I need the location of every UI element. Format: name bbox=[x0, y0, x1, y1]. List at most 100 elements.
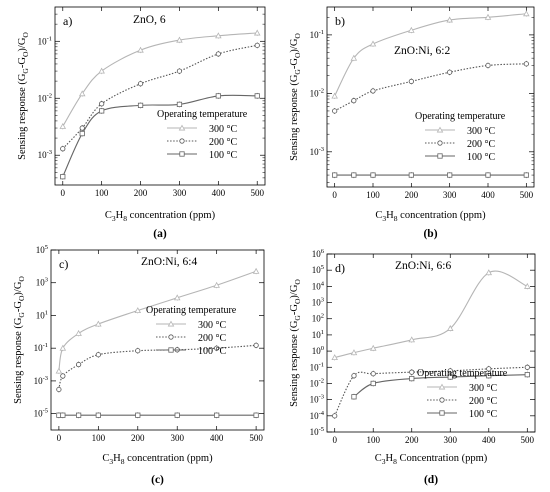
x-tick-label: 200 bbox=[405, 190, 419, 200]
legend-title: Operating temperature bbox=[146, 305, 237, 316]
data-point bbox=[409, 375, 415, 382]
data-point bbox=[369, 40, 377, 47]
panel-label: c) bbox=[59, 257, 68, 271]
data-point bbox=[408, 78, 414, 85]
plot-frame bbox=[326, 6, 535, 188]
series-200 °C bbox=[332, 60, 529, 114]
x-tick-label: 0 bbox=[57, 433, 62, 443]
y-tick-label: 104 bbox=[312, 280, 325, 291]
data-point bbox=[408, 172, 414, 178]
x-tick-label: 0 bbox=[332, 435, 337, 445]
sample-label: ZnO:Ni, 6:2 bbox=[394, 45, 450, 57]
data-point bbox=[59, 344, 67, 351]
data-point bbox=[76, 361, 82, 368]
data-point bbox=[523, 10, 530, 17]
data-point bbox=[486, 366, 492, 372]
x-tick-label: 200 bbox=[405, 435, 419, 445]
y-tick-label: 105 bbox=[312, 264, 324, 275]
y-tick-label: 10-1 bbox=[310, 29, 324, 40]
y-axis-label: Sensing response (GG-GO)/GO bbox=[289, 279, 302, 407]
y-tick-label: 10-2 bbox=[38, 92, 52, 103]
panel-caption: (c) bbox=[151, 474, 164, 486]
y-tick-label: 103 bbox=[36, 277, 48, 288]
legend-label: 300 °C bbox=[469, 383, 497, 394]
x-tick-label: 100 bbox=[366, 190, 380, 200]
data-point bbox=[332, 172, 338, 178]
data-point bbox=[135, 348, 141, 354]
x-tick-label: 100 bbox=[95, 188, 109, 198]
data-point bbox=[214, 345, 220, 351]
data-point bbox=[99, 108, 105, 114]
series-line bbox=[62, 94, 258, 177]
data-point bbox=[523, 61, 529, 67]
y-tick-label: 103 bbox=[312, 297, 324, 308]
data-point bbox=[55, 367, 63, 374]
data-point bbox=[76, 412, 82, 418]
data-point bbox=[370, 380, 376, 387]
series-100 °C bbox=[60, 92, 260, 180]
series-100 °C bbox=[56, 412, 259, 419]
legend-marker bbox=[436, 126, 444, 133]
y-tick-label: 10-3 bbox=[38, 149, 52, 160]
legend-marker bbox=[438, 383, 446, 390]
legend-marker bbox=[439, 397, 445, 403]
data-point bbox=[254, 93, 260, 99]
data-point bbox=[59, 123, 67, 129]
data-point bbox=[95, 412, 101, 418]
series-line bbox=[334, 63, 527, 112]
panel-label: d) bbox=[335, 261, 345, 275]
data-point bbox=[524, 282, 531, 289]
y-tick-label: 102 bbox=[312, 313, 324, 324]
y-tick-label: 10-5 bbox=[310, 426, 324, 437]
legend-label: 100 °C bbox=[467, 152, 495, 163]
data-point bbox=[252, 267, 260, 274]
data-point bbox=[331, 354, 338, 361]
data-point bbox=[351, 98, 357, 104]
x-tick-label: 500 bbox=[249, 433, 263, 443]
legend-marker bbox=[437, 140, 443, 146]
data-point bbox=[351, 172, 357, 178]
panel-2: 0 100 200 300 400 500 10-5 10-3 10-1 101 103 105 c) Z… bbox=[13, 244, 265, 486]
x-tick-label: 400 bbox=[210, 433, 224, 443]
y-tick-label: 100 bbox=[312, 345, 324, 356]
data-point bbox=[135, 412, 141, 418]
x-axis-label: C3H8 concentration (ppm) bbox=[105, 210, 216, 223]
series-300 °C bbox=[331, 269, 531, 361]
plot-frame bbox=[50, 249, 265, 431]
data-point bbox=[485, 269, 493, 276]
legend-title: Operating temperature bbox=[417, 368, 508, 379]
legend-label: 300 °C bbox=[467, 126, 495, 137]
y-tick-label: 101 bbox=[312, 329, 324, 340]
data-point bbox=[254, 42, 260, 48]
data-point bbox=[369, 344, 377, 351]
data-point bbox=[78, 90, 86, 97]
data-point bbox=[253, 412, 259, 418]
y-tick-label: 105 bbox=[36, 244, 48, 255]
x-tick-label: 0 bbox=[61, 188, 66, 198]
data-point bbox=[409, 369, 415, 375]
legend-marker bbox=[178, 124, 186, 131]
data-point bbox=[215, 93, 221, 99]
x-tick-label: 400 bbox=[481, 190, 495, 200]
panel-label: a) bbox=[63, 14, 72, 28]
data-point bbox=[447, 374, 453, 380]
data-point bbox=[95, 320, 102, 327]
data-point bbox=[351, 394, 357, 400]
data-point bbox=[486, 373, 492, 379]
data-point bbox=[215, 32, 222, 39]
panel-caption: (a) bbox=[153, 228, 167, 240]
panel-1: 0 100 200 300 400 500 10-3 10-2 10-1 b) ZnO:Ni, 6:… bbox=[289, 6, 535, 240]
data-point bbox=[523, 172, 529, 178]
data-point bbox=[176, 36, 183, 43]
series-300 °C bbox=[59, 29, 261, 130]
series-line bbox=[334, 270, 528, 359]
data-point bbox=[60, 174, 66, 180]
legend-label: 100 °C bbox=[198, 346, 226, 357]
data-point bbox=[173, 294, 181, 301]
data-point bbox=[214, 412, 220, 418]
panel-0: 0 100 200 300 400 500 10-3 10-2 10-1 a) ZnO, 6 Oper… bbox=[17, 6, 266, 240]
series-line bbox=[58, 270, 257, 372]
x-tick-label: 300 bbox=[170, 433, 184, 443]
x-tick-label: 0 bbox=[332, 190, 337, 200]
data-point bbox=[137, 81, 144, 87]
